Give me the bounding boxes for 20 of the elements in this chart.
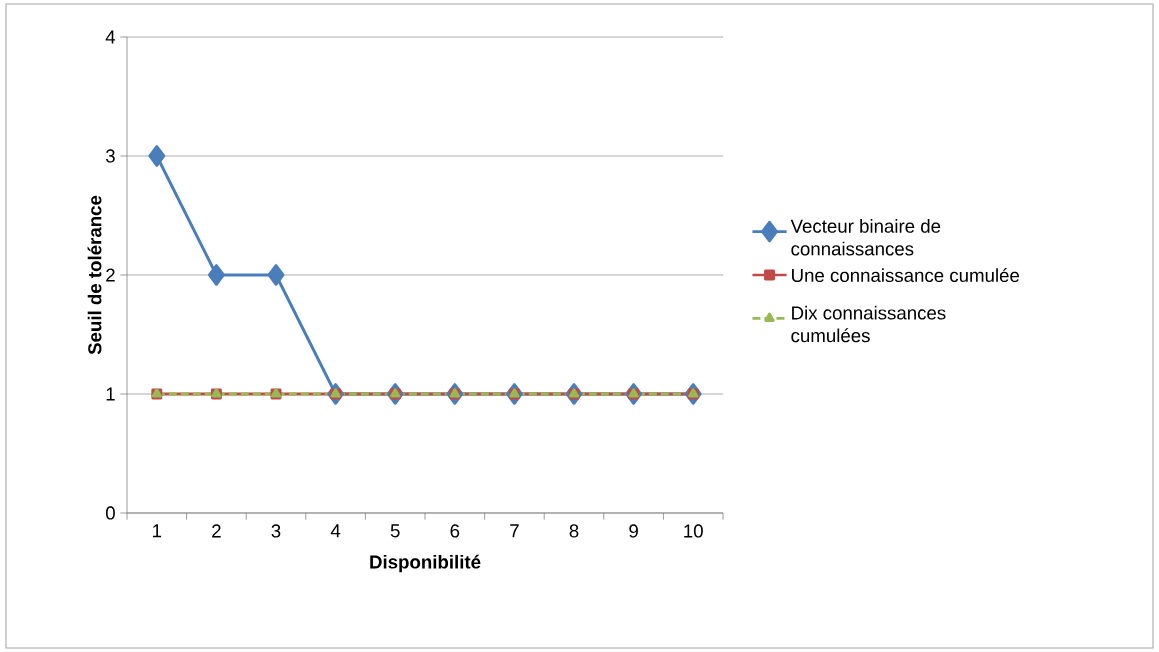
- x-tick-label: 10: [684, 524, 703, 538]
- y-tick-label: 4: [105, 30, 116, 44]
- x-axis-title: Disponibilité: [370, 554, 481, 573]
- legend-label: Dix connaissances cumulées: [791, 305, 946, 343]
- legend-label: Vecteur binaire de connaissances: [790, 219, 941, 256]
- x-tick-label: 8: [569, 524, 579, 538]
- y-tick-label: 0: [105, 506, 115, 520]
- x-tick-label: 4: [330, 524, 341, 538]
- x-tick-label: 7: [510, 524, 519, 538]
- y-tick-label: 2: [106, 268, 115, 282]
- y-tick-label: 3: [105, 149, 115, 163]
- x-tick-label: 3: [271, 524, 281, 538]
- y-tick-label: 1: [106, 387, 115, 401]
- y-axis-title: Seuil de tolérance: [87, 195, 102, 355]
- x-tick-label: 2: [212, 524, 221, 538]
- x-tick-label: 6: [450, 524, 460, 538]
- legend-label: Une connaissance cumulée: [792, 268, 1020, 283]
- x-tick-label: 9: [629, 524, 638, 538]
- x-tick-label: 5: [390, 524, 400, 538]
- x-tick-label: 1: [153, 524, 162, 538]
